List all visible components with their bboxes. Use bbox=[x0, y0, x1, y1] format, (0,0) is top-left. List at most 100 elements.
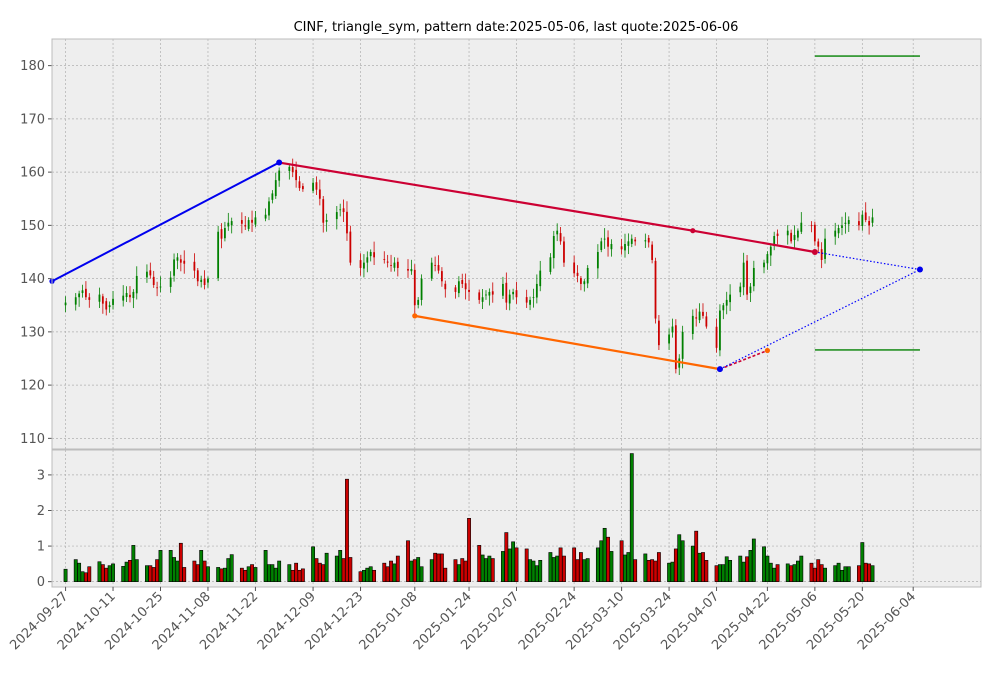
volume-bars bbox=[63, 453, 875, 582]
candle-body bbox=[200, 279, 203, 283]
volume-bar bbox=[463, 560, 468, 582]
volume-bar bbox=[714, 565, 719, 582]
candle-body bbox=[417, 299, 420, 305]
candle-body bbox=[552, 236, 555, 259]
candle-body bbox=[129, 294, 131, 298]
volume-bar bbox=[314, 558, 319, 582]
volume-bar bbox=[395, 555, 400, 582]
candle-body bbox=[64, 302, 67, 306]
candle-body bbox=[183, 260, 186, 264]
volume-tick-label: 1 bbox=[37, 540, 45, 555]
candle-body bbox=[81, 290, 84, 294]
volume-bar bbox=[789, 565, 794, 582]
candle-body bbox=[88, 297, 91, 300]
candle-body bbox=[668, 334, 670, 344]
volume-bar bbox=[501, 551, 505, 582]
volume-bar bbox=[243, 569, 248, 582]
candle-body bbox=[407, 268, 409, 271]
volume-bar bbox=[480, 554, 485, 582]
candle-body bbox=[288, 166, 291, 171]
volume-bar bbox=[216, 567, 221, 582]
volume-bar bbox=[650, 559, 655, 582]
volume-bar bbox=[63, 568, 68, 582]
volume-bar bbox=[365, 567, 370, 582]
candle-body bbox=[220, 229, 223, 239]
volume-bar bbox=[368, 566, 373, 582]
candle-body bbox=[132, 291, 135, 299]
volume-bar bbox=[409, 560, 414, 582]
volume-bar bbox=[487, 555, 492, 582]
candle-body bbox=[98, 294, 101, 302]
price-tick-label: 140 bbox=[20, 272, 45, 287]
volume-bar bbox=[290, 569, 295, 582]
volume-bar bbox=[158, 550, 163, 582]
volume-bar bbox=[178, 542, 183, 582]
candle-body bbox=[797, 230, 799, 238]
volume-bar bbox=[219, 568, 224, 582]
volume-bar bbox=[134, 559, 139, 582]
candle-body bbox=[386, 261, 389, 263]
volume-bar bbox=[77, 562, 82, 582]
candle-body bbox=[339, 209, 342, 211]
volume-bar bbox=[677, 534, 682, 582]
candle-body bbox=[647, 237, 650, 243]
candle-body bbox=[383, 259, 386, 260]
volume-bar bbox=[694, 530, 699, 582]
volume-bar bbox=[792, 564, 797, 582]
candle-body bbox=[325, 220, 328, 222]
candle-body bbox=[478, 292, 481, 300]
volume-bar bbox=[297, 569, 302, 582]
candle-body bbox=[159, 286, 162, 288]
candle-body bbox=[203, 278, 206, 285]
volume-bar bbox=[633, 559, 638, 582]
candle-body bbox=[434, 264, 437, 266]
volume-bar bbox=[741, 561, 746, 582]
x-ticks: 2024-09-272024-10-112024-10-252024-11-08… bbox=[7, 587, 919, 653]
price-tick-label: 170 bbox=[20, 112, 45, 127]
candle-body bbox=[74, 297, 77, 305]
candle-body bbox=[176, 257, 179, 261]
candle-body bbox=[607, 237, 609, 247]
volume-bar bbox=[819, 564, 824, 582]
volume-bar bbox=[653, 560, 658, 582]
volume-bar bbox=[362, 569, 366, 582]
volume-bar bbox=[385, 566, 390, 582]
volume-bar bbox=[575, 559, 580, 582]
candle-body bbox=[844, 222, 847, 224]
volume-bar bbox=[582, 559, 587, 582]
candle-body bbox=[864, 212, 867, 221]
volume-y-ticks: 0 1 2 3 bbox=[37, 468, 52, 590]
volume-bar bbox=[795, 560, 800, 582]
volume-bar bbox=[656, 552, 661, 582]
candle-body bbox=[573, 262, 576, 274]
price-tick-label: 120 bbox=[20, 379, 45, 394]
volume-bar bbox=[823, 567, 827, 582]
volume-bar bbox=[317, 562, 322, 582]
candle-body bbox=[149, 270, 152, 276]
candle-body bbox=[105, 301, 108, 310]
volume-bar bbox=[263, 550, 268, 582]
volume-bar bbox=[270, 564, 275, 582]
candle-body bbox=[556, 230, 559, 235]
candle-body bbox=[603, 238, 606, 240]
volume-bar bbox=[765, 555, 770, 582]
candle-body bbox=[671, 326, 674, 333]
candle-body bbox=[101, 296, 104, 304]
volume-bar bbox=[528, 559, 532, 582]
volume-bar bbox=[670, 561, 675, 582]
candle-body bbox=[820, 249, 823, 260]
candle-body bbox=[135, 275, 138, 294]
candle-body bbox=[122, 295, 125, 301]
volume-bar bbox=[348, 557, 353, 582]
volume-bar bbox=[799, 555, 804, 582]
candle-body bbox=[810, 225, 813, 227]
candle-body bbox=[390, 265, 392, 266]
candle-body bbox=[505, 282, 508, 303]
candle-body bbox=[654, 260, 657, 319]
candle-body bbox=[312, 182, 314, 191]
candle-body bbox=[596, 251, 599, 269]
candle-body bbox=[725, 299, 728, 306]
volume-bar bbox=[439, 553, 444, 582]
volume-bar bbox=[602, 527, 607, 582]
